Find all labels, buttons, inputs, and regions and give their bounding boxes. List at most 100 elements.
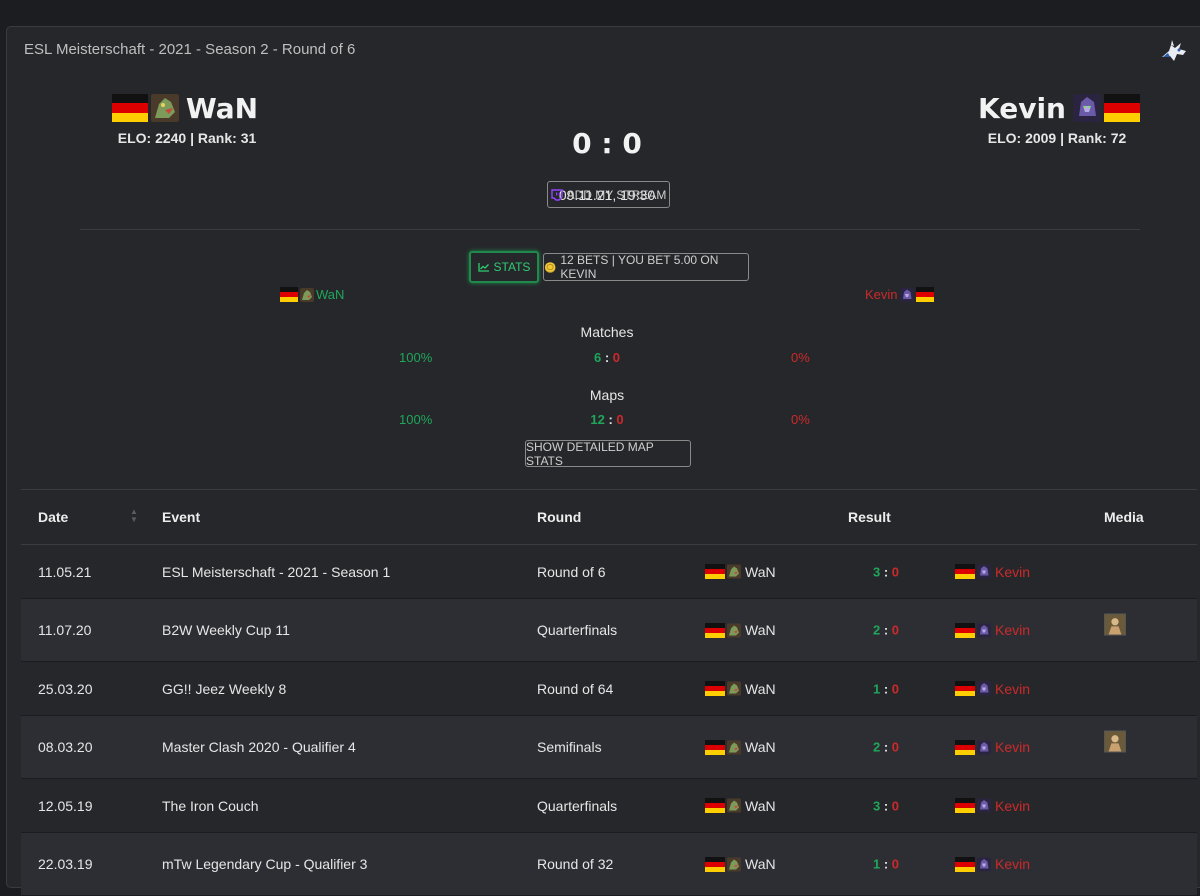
avatar-elf-icon [977, 564, 991, 579]
row-player-right-name: Kevin [995, 563, 1031, 580]
row-result[interactable]: 1 : 0 [873, 681, 900, 696]
row-player-left[interactable]: WaN [705, 739, 776, 755]
row-score-right: 0 [891, 856, 900, 872]
row-player-right[interactable]: Kevin [955, 856, 1030, 872]
row-player-right-name: Kevin [995, 680, 1031, 697]
header-round[interactable]: Round [537, 509, 582, 525]
video-thumbnail-icon [1104, 730, 1126, 753]
row-result[interactable]: 3 : 0 [873, 798, 900, 813]
germany-flag-icon [955, 856, 975, 872]
germany-flag-icon [955, 564, 975, 579]
table-row[interactable]: 22.03.19 mTw Legendary Cup - Qualifier 3 R… [21, 833, 1197, 896]
row-result[interactable]: 3 : 0 [873, 564, 900, 579]
row-player-left[interactable]: WaN [705, 681, 776, 697]
stats-left-name: WaN [316, 287, 345, 302]
germany-flag-icon [705, 856, 725, 872]
row-player-right-name: Kevin [995, 739, 1031, 755]
avatar-elf-icon [977, 798, 991, 813]
bets-button[interactable]: 12 BETS | YOU BET 5.00 ON KEVIN [543, 253, 749, 281]
media-link[interactable] [1104, 730, 1126, 756]
row-event[interactable]: The Iron Couch [162, 797, 259, 814]
maps-score-sep: : [608, 412, 613, 427]
row-player-right[interactable]: Kevin [955, 681, 1030, 697]
header-date[interactable]: Date [38, 509, 69, 525]
add-stream-label: ADD MY STREAM [566, 187, 667, 202]
stats-right-player[interactable]: Kevin [865, 287, 934, 302]
video-thumbnail-icon [1104, 613, 1126, 636]
row-player-left[interactable]: WaN [705, 622, 776, 638]
avatar-elf-icon [977, 857, 991, 871]
row-date: 12.05.19 [38, 797, 93, 814]
maps-right-pct: 0% [791, 412, 810, 427]
team-right-info: ELO: 2009 | Rank: 72 [987, 130, 1127, 146]
row-result[interactable]: 2 : 0 [873, 739, 900, 755]
row-score-right: 0 [891, 798, 900, 813]
germany-flag-icon [955, 739, 975, 755]
row-date: 11.07.20 [38, 622, 92, 638]
row-score-right: 0 [891, 564, 900, 579]
avatar-elf-icon [899, 287, 914, 302]
stats-left-player[interactable]: WaN [280, 287, 344, 302]
row-date: 08.03.20 [38, 739, 93, 755]
avatar-elf-icon [977, 681, 991, 696]
team-right-name[interactable]: Kevin [978, 91, 1066, 125]
matches-left-pct: 100% [399, 350, 433, 365]
table-row[interactable]: 11.05.21 ESL Meisterschaft - 2021 - Seaso… [21, 545, 1197, 599]
row-date: 22.03.19 [38, 856, 93, 872]
maps-title: Maps [589, 387, 625, 403]
row-round: Round of 64 [537, 680, 614, 697]
row-player-left-name: WaN [745, 563, 776, 580]
row-player-left-name: WaN [745, 856, 776, 872]
sort-icon[interactable]: ▲ ▼ [130, 507, 138, 524]
table-row[interactable]: 11.07.20 B2W Weekly Cup 11 Quarterfinals Wa… [21, 599, 1197, 662]
avatar-dragon-icon [727, 623, 741, 637]
show-detailed-map-stats-button[interactable]: SHOW DETAILED MAP STATS [525, 440, 691, 468]
table-body: 11.05.21 ESL Meisterschaft - 2021 - Seaso… [21, 545, 1197, 896]
row-result[interactable]: 1 : 0 [873, 856, 900, 872]
stats-right-name: Kevin [865, 287, 898, 302]
row-event[interactable]: B2W Weekly Cup 11 [162, 622, 290, 638]
row-player-left[interactable]: WaN [705, 564, 776, 580]
avatar-elf-icon [977, 623, 991, 637]
header-result[interactable]: Result [848, 509, 891, 525]
row-round: Quarterfinals [537, 622, 618, 638]
maps-left-pct: 100% [399, 412, 433, 427]
avatar-dragon-icon [727, 857, 741, 871]
matches-left-score: 6 [593, 350, 602, 365]
row-player-left[interactable]: WaN [705, 798, 776, 814]
team-left-name[interactable]: WaN [185, 91, 259, 125]
row-round: Semifinals [537, 739, 602, 755]
matches-right-score: 0 [612, 350, 621, 365]
row-result[interactable]: 2 : 0 [873, 622, 900, 638]
row-event[interactable]: ESL Meisterschaft - 2021 - Season 1 [162, 563, 391, 580]
row-event[interactable]: mTw Legendary Cup - Qualifier 3 [162, 856, 368, 872]
row-score-right: 0 [891, 739, 900, 755]
row-event[interactable]: GG!! Jeez Weekly 8 [162, 680, 287, 697]
row-player-right[interactable]: Kevin [955, 739, 1030, 755]
unicorn-icon[interactable] [1159, 39, 1189, 65]
table-row[interactable]: 08.03.20 Master Clash 2020 - Qualifier 4 S… [21, 716, 1197, 779]
row-event[interactable]: Master Clash 2020 - Qualifier 4 [162, 739, 356, 755]
stats-label: STATS [493, 260, 531, 274]
row-score-left: 3 [873, 564, 881, 579]
add-stream-button[interactable]: ADD MY STREAM [547, 181, 670, 208]
stats-button[interactable]: STATS [469, 251, 539, 283]
germany-flag-icon [955, 622, 975, 638]
table-row[interactable]: 12.05.19 The Iron Couch Quarterfinals WaN 3 … [21, 779, 1197, 833]
germany-flag-icon [955, 681, 975, 696]
match-card: ESL Meisterschaft - 2021 - Season 2 - Ro… [6, 26, 1200, 896]
avatar-dragon-icon [300, 287, 314, 302]
row-player-left[interactable]: WaN [705, 856, 776, 872]
row-player-right[interactable]: Kevin [955, 622, 1030, 638]
row-player-right[interactable]: Kevin [955, 564, 1030, 580]
header-media[interactable]: Media [1104, 509, 1144, 525]
header-event[interactable]: Event [162, 509, 201, 525]
table-row[interactable]: 25.03.20 GG!! Jeez Weekly 8 Round of 64 WaN… [21, 662, 1197, 716]
germany-flag-icon [705, 622, 725, 638]
media-link[interactable] [1104, 613, 1126, 639]
maps-score: 12 : 0 [507, 412, 707, 427]
avatar-elf-icon [1072, 94, 1101, 122]
divider [80, 229, 1140, 230]
row-player-right[interactable]: Kevin [955, 798, 1030, 814]
row-score-left: 3 [873, 798, 881, 813]
